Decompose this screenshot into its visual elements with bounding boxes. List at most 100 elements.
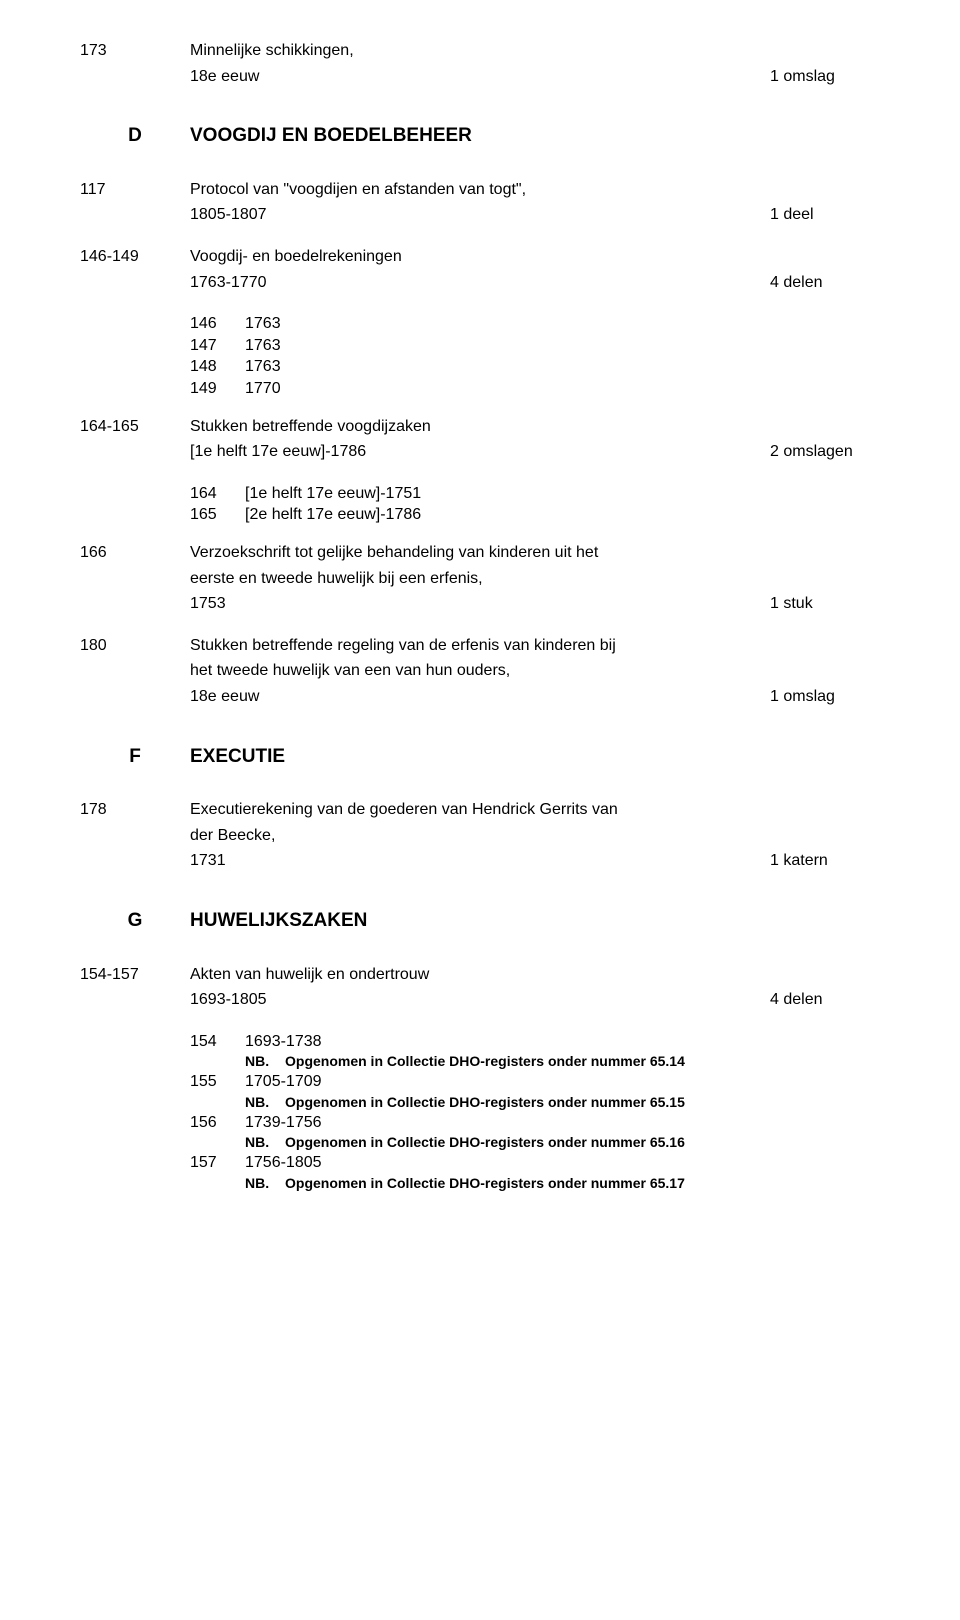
nb-note: NB. Opgenomen in Collectie DHO-registers… xyxy=(245,1133,880,1152)
entry-text: eerste en tweede huwelijk bij een erfeni… xyxy=(190,568,760,590)
entry-text: Verzoekschrift tot gelijke behandeling v… xyxy=(190,542,760,564)
entry-unit: 4 delen xyxy=(760,989,880,1011)
entry-text: het tweede huwelijk van een van hun oude… xyxy=(190,660,760,682)
entry-180-line2: het tweede huwelijk van een van hun oude… xyxy=(80,660,880,682)
entry-117-line2: 1805-1807 1 deel xyxy=(80,204,880,226)
sub-text: 1693-1738 xyxy=(245,1031,880,1053)
entry-166-line2: eerste en tweede huwelijk bij een erfeni… xyxy=(80,568,880,590)
entry-date: 1753 xyxy=(190,593,760,615)
section-d-header: D VOOGDIJ EN BOEDELBEHEER xyxy=(80,123,880,149)
section-f-header: F EXECUTIE xyxy=(80,744,880,770)
sub-text: 1739-1756 xyxy=(245,1112,880,1134)
entry-date: 1693-1805 xyxy=(190,989,760,1011)
entry-164-165-line2: [1e helft 17e eeuw]-1786 2 omslagen xyxy=(80,441,880,463)
sub-entry: 147 1763 xyxy=(190,335,880,357)
entry-date: 1805-1807 xyxy=(190,204,760,226)
sub-number: 156 xyxy=(190,1112,245,1134)
nb-note: NB. Opgenomen in Collectie DHO-registers… xyxy=(245,1174,880,1193)
entry-date: [1e helft 17e eeuw]-1786 xyxy=(190,441,760,463)
sub-number: 148 xyxy=(190,356,245,378)
nb-label: NB. xyxy=(245,1174,285,1193)
entry-text: Executierekening van de goederen van Hen… xyxy=(190,799,760,821)
sub-number: 157 xyxy=(190,1152,245,1174)
nb-text: Opgenomen in Collectie DHO-registers ond… xyxy=(285,1133,880,1152)
sub-text: [2e helft 17e eeuw]-1786 xyxy=(245,504,880,526)
sub-number: 154 xyxy=(190,1031,245,1053)
entry-146-149-line2: 1763-1770 4 delen xyxy=(80,272,880,294)
entry-unit: 1 omslag xyxy=(760,66,880,88)
entry-number: 146-149 xyxy=(80,246,190,268)
entry-text: Minnelijke schikkingen, xyxy=(190,40,760,62)
entry-173: 173 Minnelijke schikkingen, xyxy=(80,40,880,62)
sub-entry: 146 1763 xyxy=(190,313,880,335)
entry-154-157-line2: 1693-1805 4 delen xyxy=(80,989,880,1011)
entry-text: der Beecke, xyxy=(190,825,760,847)
sub-number: 149 xyxy=(190,378,245,400)
nb-label: NB. xyxy=(245,1133,285,1152)
entry-unit: 1 omslag xyxy=(760,686,880,708)
entry-154-157: 154-157 Akten van huwelijk en ondertrouw xyxy=(80,964,880,986)
entry-178-line2: der Beecke, xyxy=(80,825,880,847)
entry-164-165: 164-165 Stukken betreffende voogdijzaken xyxy=(80,416,880,438)
entry-text: Stukken betreffende voogdijzaken xyxy=(190,416,760,438)
entry-text: Akten van huwelijk en ondertrouw xyxy=(190,964,760,986)
nb-label: NB. xyxy=(245,1093,285,1112)
nb-note: NB. Opgenomen in Collectie DHO-registers… xyxy=(245,1052,880,1071)
entry-unit: 2 omslagen xyxy=(760,441,880,463)
entry-text: Stukken betreffende regeling van de erfe… xyxy=(190,635,760,657)
entry-146-149: 146-149 Voogdij- en boedelrekeningen xyxy=(80,246,880,268)
sub-number: 164 xyxy=(190,483,245,505)
entry-number: 154-157 xyxy=(80,964,190,986)
section-g-header: G HUWELIJKSZAKEN xyxy=(80,908,880,934)
entry-unit: 4 delen xyxy=(760,272,880,294)
document-page: 173 Minnelijke schikkingen, 18e eeuw 1 o… xyxy=(0,0,960,1253)
sub-text: 1763 xyxy=(245,313,880,335)
entry-178: 178 Executierekening van de goederen van… xyxy=(80,799,880,821)
sub-entry: 148 1763 xyxy=(190,356,880,378)
section-title: EXECUTIE xyxy=(190,744,880,770)
sub-number: 146 xyxy=(190,313,245,335)
section-title: HUWELIJKSZAKEN xyxy=(190,908,880,934)
section-title: VOOGDIJ EN BOEDELBEHEER xyxy=(190,123,880,149)
entry-166: 166 Verzoekschrift tot gelijke behandeli… xyxy=(80,542,880,564)
sub-text: 1705-1709 xyxy=(245,1071,880,1093)
sub-entry: 164 [1e helft 17e eeuw]-1751 xyxy=(190,483,880,505)
sub-text: 1763 xyxy=(245,335,880,357)
entry-180-line3: 18e eeuw 1 omslag xyxy=(80,686,880,708)
entry-text: Voogdij- en boedelrekeningen xyxy=(190,246,760,268)
sub-number: 147 xyxy=(190,335,245,357)
entry-117: 117 Protocol van "voogdijen en afstanden… xyxy=(80,179,880,201)
entry-173-line2: 18e eeuw 1 omslag xyxy=(80,66,880,88)
section-letter: F xyxy=(80,744,190,770)
sub-text: [1e helft 17e eeuw]-1751 xyxy=(245,483,880,505)
sub-number: 155 xyxy=(190,1071,245,1093)
entry-date: 18e eeuw xyxy=(190,686,760,708)
entry-number: 173 xyxy=(80,40,190,62)
entry-date: 1763-1770 xyxy=(190,272,760,294)
section-letter: G xyxy=(80,908,190,934)
sub-entry: 155 1705-1709 xyxy=(190,1071,880,1093)
sub-entry: 154 1693-1738 xyxy=(190,1031,880,1053)
entry-number: 180 xyxy=(80,635,190,657)
sub-entry: 157 1756-1805 xyxy=(190,1152,880,1174)
entry-180: 180 Stukken betreffende regeling van de … xyxy=(80,635,880,657)
sub-text: 1756-1805 xyxy=(245,1152,880,1174)
entry-number: 117 xyxy=(80,179,190,201)
entry-number: 166 xyxy=(80,542,190,564)
entry-number: 164-165 xyxy=(80,416,190,438)
entry-unit: 1 katern xyxy=(760,850,880,872)
entry-unit: 1 deel xyxy=(760,204,880,226)
sub-entry: 156 1739-1756 xyxy=(190,1112,880,1134)
entry-unit: 1 stuk xyxy=(760,593,880,615)
nb-note: NB. Opgenomen in Collectie DHO-registers… xyxy=(245,1093,880,1112)
nb-text: Opgenomen in Collectie DHO-registers ond… xyxy=(285,1174,880,1193)
entry-178-line3: 1731 1 katern xyxy=(80,850,880,872)
entry-number: 178 xyxy=(80,799,190,821)
entry-text: Protocol van "voogdijen en afstanden van… xyxy=(190,179,760,201)
sub-number: 165 xyxy=(190,504,245,526)
sub-text: 1770 xyxy=(245,378,880,400)
sub-entry: 149 1770 xyxy=(190,378,880,400)
nb-text: Opgenomen in Collectie DHO-registers ond… xyxy=(285,1093,880,1112)
nb-text: Opgenomen in Collectie DHO-registers ond… xyxy=(285,1052,880,1071)
section-letter: D xyxy=(80,123,190,149)
